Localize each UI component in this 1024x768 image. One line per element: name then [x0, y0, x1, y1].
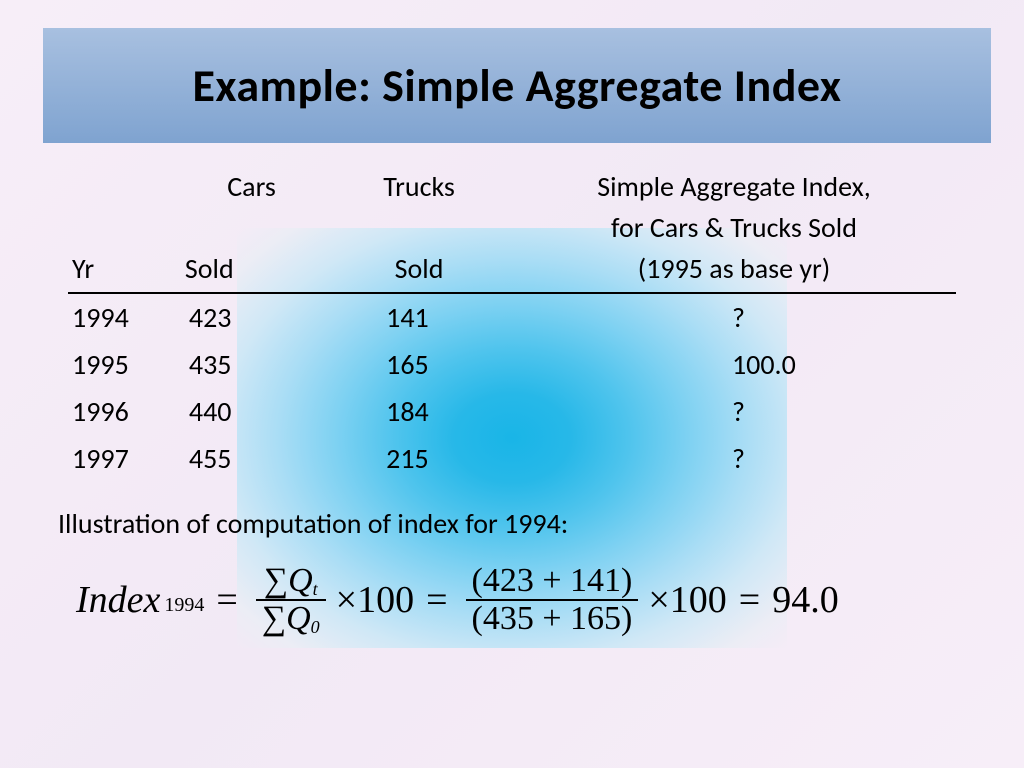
- sigma-icon: ∑: [262, 600, 286, 637]
- table-row: 1997 455 215 ?: [68, 435, 956, 482]
- equals-2: =: [426, 578, 447, 622]
- numeric-fraction: (423 + 141) (435 + 165): [466, 563, 639, 636]
- times-100-a: ×100: [336, 578, 414, 622]
- header-cars-top: Cars: [161, 163, 326, 204]
- numeric-numerator: (423 + 141): [466, 563, 639, 599]
- formula-result: 94.0: [772, 578, 839, 622]
- header-index-mid: for Cars & Trucks Sold: [512, 204, 956, 245]
- cell-yr: 1995: [68, 341, 161, 388]
- data-table: Cars Trucks Simple Aggregate Index, for …: [68, 163, 956, 482]
- index-formula: Index1994 = ∑Qt ∑Q0 ×100 = (423 + 141) (…: [76, 563, 996, 636]
- cell-yr: 1996: [68, 388, 161, 435]
- q-denominator: Q: [286, 600, 311, 637]
- header-trucks-top: Trucks: [326, 163, 512, 204]
- header-index-top: Simple Aggregate Index,: [512, 163, 956, 204]
- equals-3: =: [739, 578, 760, 622]
- slide-title: Example: Simple Aggregate Index: [192, 58, 841, 114]
- cell-trucks: 184: [326, 388, 512, 435]
- cell-yr: 1997: [68, 435, 161, 482]
- header-trucks-bottom: Sold: [326, 245, 512, 293]
- title-bar: Example: Simple Aggregate Index: [43, 28, 991, 143]
- numeric-denominator: (435 + 165): [466, 601, 639, 637]
- table-row: 1995 435 165 100.0: [68, 341, 956, 388]
- cell-trucks: 215: [326, 435, 512, 482]
- times-100-b: ×100: [648, 578, 726, 622]
- sub-t: t: [313, 579, 318, 599]
- equals-1: =: [216, 578, 237, 622]
- cell-trucks: 165: [326, 341, 512, 388]
- computation-caption: Illustration of computation of index for…: [58, 506, 966, 541]
- cell-index: ?: [512, 293, 956, 341]
- cell-cars: 423: [161, 293, 326, 341]
- formula-lhs-word: Index: [76, 578, 160, 622]
- table-row: 1996 440 184 ?: [68, 388, 956, 435]
- cell-yr: 1994: [68, 293, 161, 341]
- header-yr: Yr: [68, 245, 161, 293]
- cell-cars: 435: [161, 341, 326, 388]
- symbolic-fraction: ∑Qt ∑Q0: [256, 563, 326, 636]
- sub-0: 0: [311, 617, 320, 637]
- cell-index: ?: [512, 388, 956, 435]
- cell-cars: 440: [161, 388, 326, 435]
- cell-trucks: 141: [326, 293, 512, 341]
- formula-lhs-sub: 1994: [164, 594, 204, 617]
- slide-content: Cars Trucks Simple Aggregate Index, for …: [28, 163, 996, 636]
- cell-cars: 455: [161, 435, 326, 482]
- sigma-icon: ∑: [264, 562, 288, 599]
- q-numerator: Q: [288, 562, 313, 599]
- header-index-bottom: (1995 as base yr): [512, 245, 956, 293]
- table-row: 1994 423 141 ?: [68, 293, 956, 341]
- header-cars-bottom: Sold: [161, 245, 326, 293]
- cell-index: ?: [512, 435, 956, 482]
- cell-index: 100.0: [512, 341, 956, 388]
